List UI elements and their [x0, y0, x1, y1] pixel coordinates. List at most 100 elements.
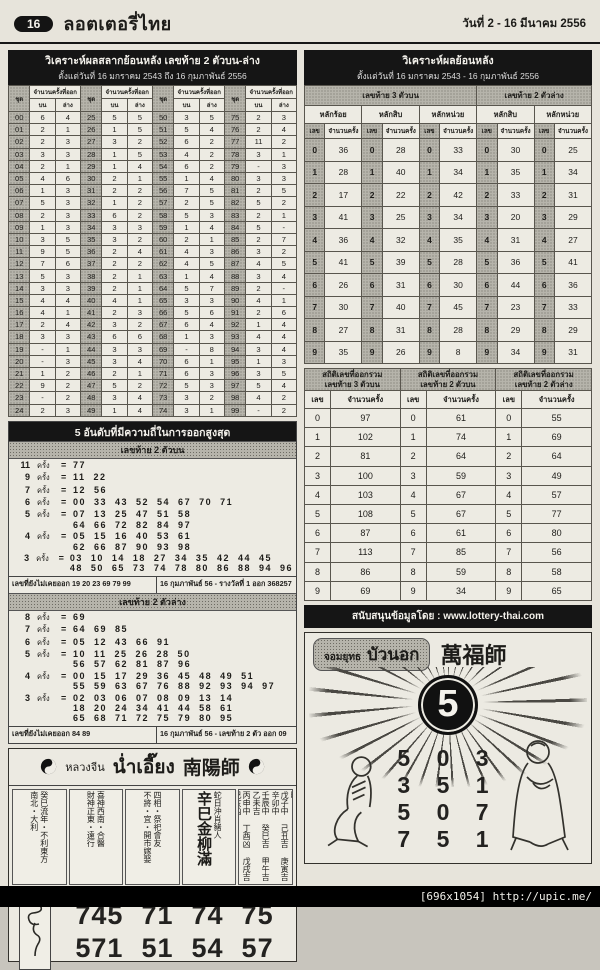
count-cell: 0	[399, 407, 427, 429]
table-cell: 4	[270, 342, 298, 356]
table-cell: 2	[126, 379, 153, 393]
table-cell: 91	[223, 305, 247, 320]
table-cell: 3	[198, 366, 225, 381]
digit-cell: 7	[303, 295, 326, 319]
table-cell: 3	[270, 110, 298, 125]
table-row: 3 100 3 59 3 49	[304, 465, 592, 486]
table-cell: 3	[54, 330, 81, 344]
table-row: 15 4 4 40 4 1 65 3 3 90 4 1	[7, 293, 298, 308]
table-cell: 24	[7, 403, 31, 417]
table-cell: 1	[198, 354, 225, 368]
table-row: 00 6 4 25 5 5 50 3 5 75 2 3	[7, 110, 298, 125]
count-cell: 69	[521, 427, 592, 448]
table-cell: 2	[270, 135, 298, 149]
table-cell: 2	[29, 159, 56, 173]
table-cell: 3	[54, 269, 81, 283]
table-row: 19-1 44 3 3 69-8 94 3 4	[7, 342, 298, 356]
table-cell: 2	[270, 196, 298, 210]
monk-icon	[510, 740, 569, 851]
table-cell: 3	[126, 305, 153, 320]
table-cell: 5	[54, 245, 81, 259]
almanac-text: 四柱 癸巳乙卯辛巳 生時	[290, 790, 293, 799]
table-cell: 4	[198, 220, 225, 234]
table-cell: 1	[270, 293, 298, 308]
table-cell: 3	[198, 330, 225, 344]
table-cell: 2	[29, 318, 56, 332]
sub-header-count: จำนวนครั้ง	[521, 390, 592, 409]
table-row: 17 2 4 42 3 2 67 6 4 92 1 4	[7, 318, 298, 332]
count-cell: 31	[496, 228, 535, 252]
table-cell: 5	[270, 366, 298, 381]
frequency-numbers: 00 33 43 52 54 67 70 71	[73, 496, 234, 507]
table-cell: 27	[79, 135, 103, 149]
count-cell: 9	[399, 580, 427, 601]
table-cell: 89	[223, 281, 247, 295]
almanac-column: 喜神西南・合醫 財神正東・遠行	[68, 788, 124, 885]
table-cell: 84	[223, 220, 247, 234]
table-cell: 40	[79, 293, 103, 308]
table-cell: 38	[79, 269, 103, 283]
table-cell: 14	[7, 281, 31, 295]
count-cell: 67	[425, 484, 497, 505]
table-cell: 2	[101, 184, 128, 198]
table-cell: 5	[126, 123, 153, 137]
count-cell: 20	[496, 205, 535, 229]
table-cell: 90	[223, 293, 247, 308]
digit-cell: 5	[361, 250, 383, 274]
count-cell: 36	[324, 228, 363, 252]
table-cell: 5	[270, 184, 298, 198]
table-row: 9 35 9 26 9 8 9 34 9 31	[303, 340, 593, 364]
table-cell: 2	[198, 147, 225, 161]
lucky-number: 57	[241, 932, 274, 963]
table-cell: 25	[79, 110, 103, 125]
table-cell: 93	[223, 330, 247, 344]
table-row: 20-3 45 3 4 70 6 1 95 1 3	[7, 354, 298, 368]
equals-sign: =	[61, 484, 67, 495]
table-cell: 10	[7, 232, 31, 247]
col-header-set: ชุด	[7, 85, 31, 112]
right-analysis-title: วิเคราะห์ผลย้อนหลัง	[402, 55, 494, 67]
frequency-count: 3	[24, 552, 30, 563]
almanac-text: 丙申中 丁酉凶 戊戌吉 己亥凶	[238, 790, 252, 881]
table-row: 4 36 4 32 4 35 4 31 4 27	[303, 228, 593, 252]
col-header-set: ชุด	[79, 85, 103, 112]
table-cell: 41	[79, 305, 103, 320]
table-cell: 8	[198, 342, 225, 356]
sub-header-count: จำนวนครั้ง	[324, 123, 363, 139]
col-header-group: จำนวนครั้งที่ออก	[173, 85, 225, 99]
table-cell: 31	[79, 184, 103, 198]
equals-sign: =	[61, 624, 67, 635]
count-cell: 34	[553, 160, 593, 184]
right-analysis-header: วิเคราะห์ผลย้อนหลัง ตั้งแต่วันที่ 16 มกร…	[304, 50, 592, 85]
table-cell: 2	[54, 366, 81, 381]
count-cell: 30	[439, 273, 478, 297]
table-row: 2 81 2 64 2 64	[304, 446, 592, 467]
sub-header-count: จำนวนครั้ง	[381, 123, 420, 139]
digit-cell: 1	[418, 160, 441, 184]
table-cell: 6	[101, 330, 128, 344]
count-cell: 41	[324, 205, 363, 229]
col-header-set: ชุด	[151, 85, 175, 112]
table-cell: 2	[126, 232, 153, 247]
table-cell: 6	[173, 159, 200, 173]
count-cell: 56	[521, 542, 592, 563]
table-row: 01 2 1 26 1 5 51 5 4 76 2 4	[7, 123, 298, 137]
ad-right-prefix: จอมยุทธ	[324, 651, 362, 663]
table-cell: 2	[54, 379, 81, 393]
table-cell: 4	[54, 110, 81, 125]
table-row: 5 108 5 67 5 77	[304, 503, 592, 525]
count-cell: 6	[304, 523, 331, 544]
frequency-numbers: 05 12 43 66 91	[73, 636, 171, 647]
table-cell: 7	[270, 232, 298, 247]
table-cell: 43	[79, 330, 103, 344]
right-totals-table: สถิติเลขที่ออกรวม เลขท้าย 3 ตัวบน สถิติเลข…	[304, 368, 592, 601]
table-cell: 2	[101, 171, 128, 186]
count-cell: 9	[495, 580, 523, 601]
table-cell: 99	[223, 403, 247, 417]
sub-header-digit: เลข	[476, 123, 498, 139]
group-header-bottom: เลขท้าย 2 ตัวล่าง	[476, 85, 592, 106]
table-row: 6 87 6 61 6 80	[304, 523, 592, 544]
frequency-count: 5	[24, 509, 30, 520]
table-row: 1 28 1 40 1 34 1 35 1 34	[303, 160, 593, 184]
table-cell: 18	[7, 330, 31, 344]
